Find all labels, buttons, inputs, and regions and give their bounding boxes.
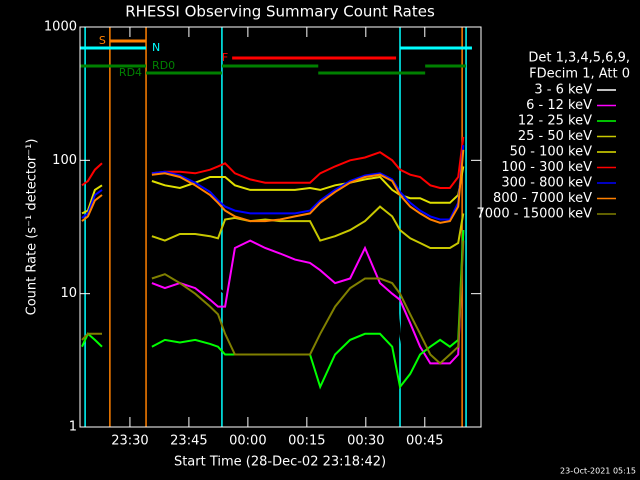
x-tick-label: 00:45 (406, 434, 443, 449)
series-line (81, 145, 465, 221)
x-tick-label: 23:30 (111, 434, 148, 449)
legend-label: 300 - 800 keV (501, 176, 592, 191)
series-line (81, 166, 465, 215)
y-tick-label: 10 (60, 286, 77, 301)
legend-label: 3 - 6 keV (534, 83, 592, 98)
chart-title: RHESSI Observing Summary Count Rates (125, 3, 435, 21)
series-line (151, 193, 421, 405)
y-tick-label: 1000 (44, 20, 77, 35)
series-line (81, 240, 465, 365)
footer: 23-Oct-2021 05:15 (560, 467, 636, 476)
y-tick-label: 100 (52, 153, 77, 168)
legend-header: FDecim 1, Att 0 (529, 67, 630, 82)
x-tick-label: 00:30 (347, 434, 384, 449)
legend-label: 6 - 12 keV (526, 98, 592, 113)
y-axis-label: Count Rate (s⁻¹ detector⁻¹) (25, 139, 40, 316)
y-tick-label: 1 (69, 420, 77, 435)
legend-header: Det 1,3,4,5,6,9, (528, 51, 630, 66)
series-line (151, 205, 465, 249)
x-tick-label: 23:45 (170, 434, 207, 449)
series-line (151, 230, 465, 365)
flag-label: RD4 (119, 66, 142, 79)
legend-label: 100 - 300 keV (501, 160, 592, 175)
series-line (81, 136, 465, 189)
flag-label: RD0 (152, 59, 175, 72)
legend-label: 50 - 100 keV (510, 145, 593, 160)
flag-label: S (99, 34, 106, 47)
plot-frame (79, 26, 482, 428)
legend-label: 25 - 50 keV (518, 129, 592, 144)
flag-label: N (152, 41, 160, 54)
legend-label: 800 - 7000 keV (493, 191, 592, 206)
x-tick-label: 00:15 (288, 434, 325, 449)
legend-label: 7000 - 15000 keV (477, 207, 593, 222)
flag-label: F (222, 51, 228, 64)
legend-label: 12 - 25 keV (518, 114, 592, 129)
x-axis-label: Start Time (28-Dec-02 23:18:42) (174, 455, 386, 470)
x-tick-label: 00:00 (229, 434, 266, 449)
series-line (81, 149, 465, 224)
